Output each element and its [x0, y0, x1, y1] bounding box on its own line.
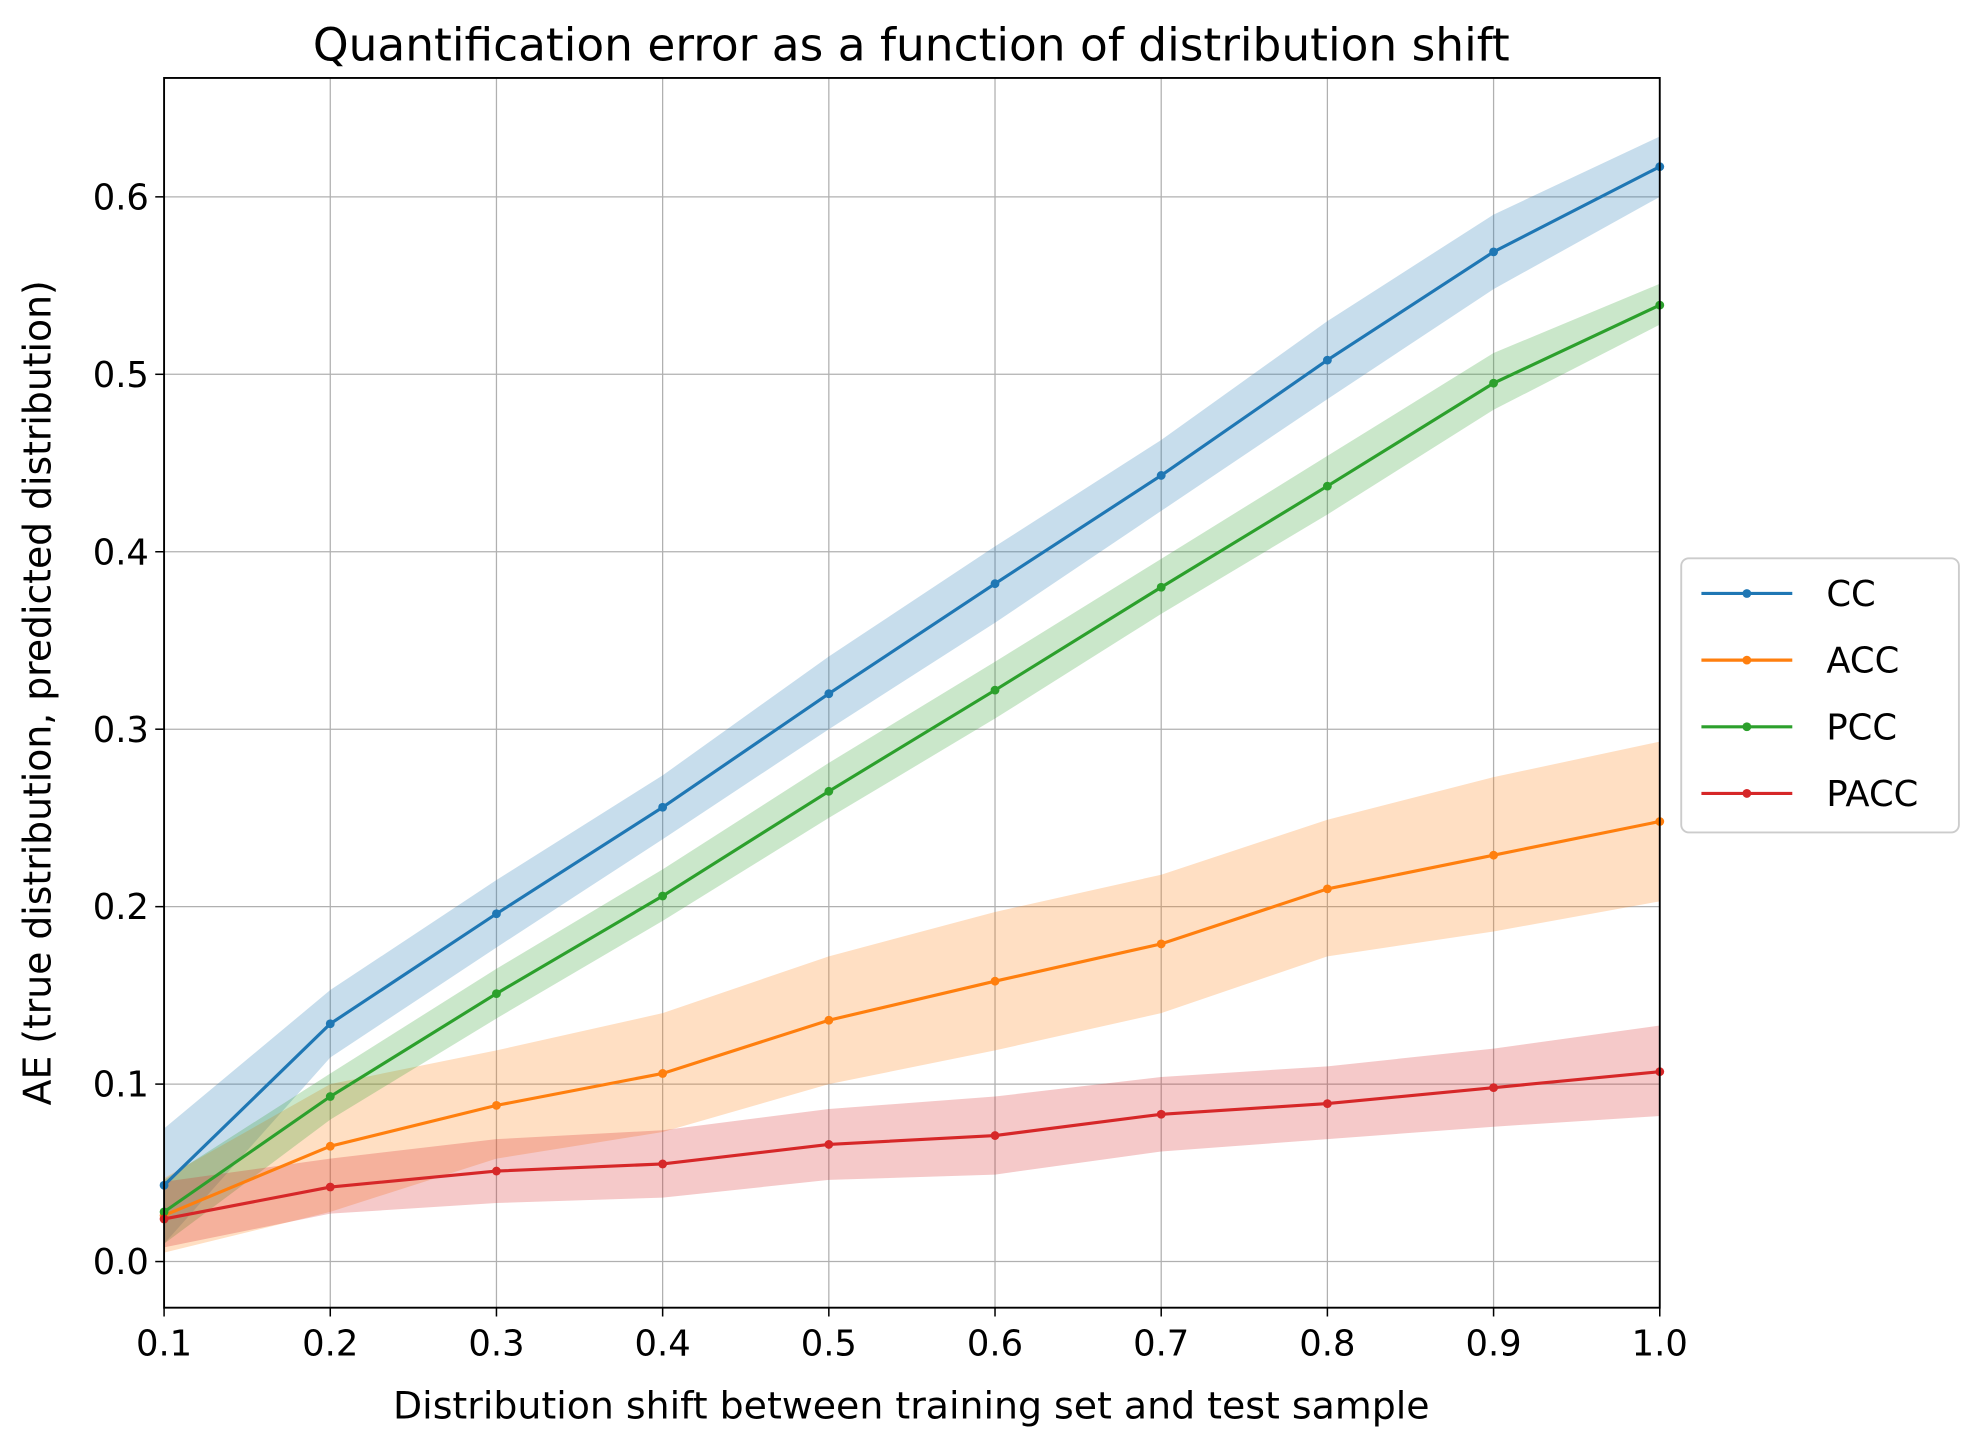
x-tick-label: 0.7	[1133, 1324, 1189, 1365]
x-tick-label: 0.8	[1299, 1324, 1355, 1365]
point-pacc	[824, 1140, 834, 1149]
series-lines	[159, 162, 1665, 1224]
point-pcc	[1489, 378, 1498, 388]
legend-marker-pacc	[1742, 789, 1752, 798]
point-cc	[1489, 247, 1498, 257]
y-axis-label: AE (true distribution, predicted distrib…	[15, 280, 59, 1105]
legend-marker-cc	[1742, 589, 1752, 598]
x-axis-label: Distribution shift between training set …	[393, 1383, 1430, 1427]
y-tick-label: 0.4	[93, 532, 149, 573]
point-pcc	[492, 989, 501, 999]
band-pacc	[164, 1025, 1660, 1248]
point-pcc	[325, 1092, 335, 1101]
point-pacc	[325, 1182, 335, 1192]
point-pcc	[1156, 582, 1166, 592]
point-cc	[1156, 471, 1166, 480]
point-acc	[1322, 884, 1332, 894]
point-pacc	[990, 1131, 1000, 1140]
point-acc	[990, 976, 1000, 986]
point-pcc	[658, 891, 668, 901]
point-pacc	[492, 1166, 501, 1176]
legend-marker-acc	[1742, 655, 1752, 665]
point-acc	[325, 1141, 335, 1151]
point-acc	[658, 1069, 668, 1078]
x-tick-label: 0.2	[302, 1324, 358, 1365]
x-tick-label: 0.3	[468, 1324, 524, 1365]
point-acc	[1489, 850, 1498, 860]
band-pcc	[164, 283, 1660, 1244]
point-cc	[824, 689, 834, 699]
band-acc	[164, 741, 1660, 1253]
y-tick-label: 0.3	[93, 710, 149, 751]
point-cc	[1322, 355, 1332, 365]
x-tick-label: 0.6	[967, 1324, 1023, 1365]
legend-marker-pcc	[1742, 722, 1752, 732]
line-pacc	[163, 1070, 1660, 1221]
point-pcc	[824, 786, 834, 796]
x-tick-label: 0.1	[136, 1324, 192, 1365]
chart-title: Quantification error as a function of di…	[313, 18, 1510, 71]
point-pacc	[1489, 1083, 1498, 1093]
line-acc	[163, 819, 1661, 1217]
x-tick-label: 0.4	[635, 1324, 691, 1365]
y-tick-label: 0.5	[93, 355, 149, 396]
legend-label-pacc: PACC	[1826, 774, 1918, 815]
x-tick-label: 0.9	[1465, 1324, 1521, 1365]
point-acc	[492, 1100, 501, 1110]
point-cc	[658, 802, 668, 812]
point-cc	[325, 1019, 335, 1029]
line-pcc	[163, 303, 1661, 1214]
ticks: 0.1 0.2 0.3 0.4 0.5 0.6 0.7 0.8 0.9 1.0 0.0 0.1 0.2 0…	[93, 177, 1688, 1364]
x-tick-label: 1.0	[1632, 1324, 1688, 1365]
point-pcc	[990, 685, 1000, 695]
point-cc	[990, 579, 1000, 589]
point-pacc	[658, 1159, 668, 1169]
y-tick-label: 0.2	[93, 887, 149, 928]
legend-label-acc: ACC	[1826, 641, 1899, 682]
band-cc	[164, 136, 1660, 1244]
point-acc	[1156, 939, 1166, 949]
point-acc	[824, 1015, 834, 1025]
legend-label-pcc: PCC	[1826, 707, 1897, 748]
legend-label-cc: CC	[1826, 574, 1875, 615]
plot-frame	[163, 77, 1661, 1309]
confidence-bands	[164, 136, 1660, 1253]
line-cc	[162, 165, 1661, 1187]
y-tick-label: 0.6	[93, 177, 149, 218]
legend-box	[1680, 557, 1960, 834]
point-cc	[492, 909, 501, 919]
x-tick-label: 0.5	[801, 1324, 857, 1365]
y-tick-label: 0.0	[93, 1242, 149, 1283]
point-pacc	[1156, 1109, 1166, 1119]
point-pacc	[1322, 1099, 1332, 1109]
y-tick-label: 0.1	[93, 1065, 149, 1106]
legend: CC ACC PCC PACC	[1680, 557, 1960, 834]
point-pcc	[1322, 481, 1332, 491]
